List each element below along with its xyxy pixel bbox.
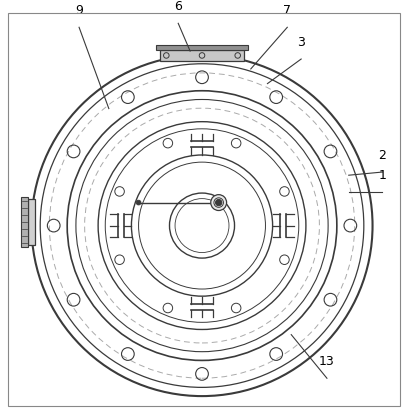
Text: 1: 1 bbox=[379, 169, 386, 182]
Text: 13: 13 bbox=[319, 355, 335, 368]
Text: 9: 9 bbox=[75, 4, 83, 18]
Text: 2: 2 bbox=[379, 149, 386, 162]
Circle shape bbox=[211, 195, 226, 211]
Text: 6: 6 bbox=[174, 0, 182, 13]
Circle shape bbox=[136, 200, 141, 205]
Circle shape bbox=[215, 200, 222, 206]
Bar bbox=[27, 199, 35, 245]
Text: 7: 7 bbox=[283, 4, 291, 18]
Bar bbox=[21, 197, 27, 246]
Bar bbox=[160, 50, 244, 61]
Text: 3: 3 bbox=[297, 36, 305, 49]
Bar bbox=[156, 45, 248, 50]
